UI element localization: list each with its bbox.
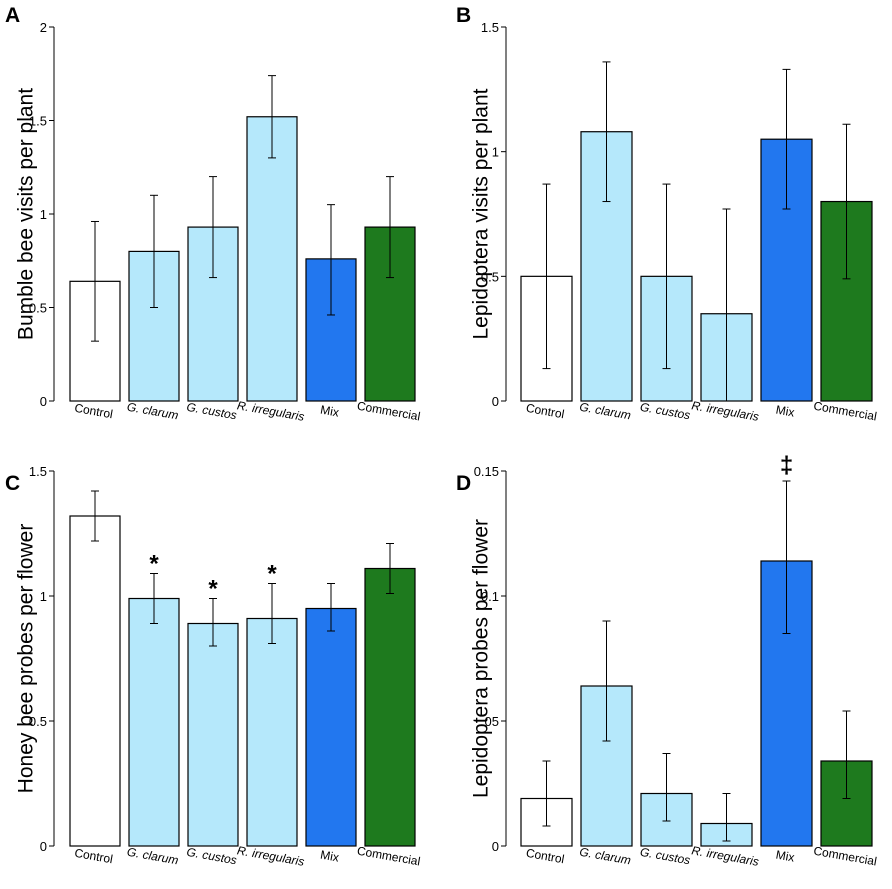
y-tick-label: 0	[40, 839, 47, 854]
significance-marker: *	[208, 576, 218, 603]
category-label: G. custos	[186, 845, 238, 868]
category-label: R. irregularis	[690, 843, 759, 869]
y-tick-label: 0	[40, 394, 47, 409]
bar	[128, 597, 180, 847]
panel-a: A Bumble bee visits per plant 0 0.5 1 1.5 2 Con…	[5, 4, 421, 424]
category-label: Control	[525, 401, 566, 422]
significance-marker: *	[267, 561, 277, 588]
category-label: Mix	[319, 403, 340, 420]
y-axis-label: Lepidoptera probes per flower	[470, 519, 493, 798]
y-tick-label: 0.5	[29, 301, 47, 316]
category-label: G. clarum	[578, 400, 632, 423]
panel-letter: C	[5, 472, 20, 495]
y-tick-label: 1	[492, 145, 499, 160]
category-label: Mix	[775, 848, 796, 865]
y-tick-label: 1	[40, 589, 47, 604]
category-label: Control	[73, 846, 114, 867]
category-label: R. irregularis	[236, 398, 305, 424]
bar	[305, 607, 357, 847]
category-label: Control	[525, 846, 566, 867]
y-axis-label: Bumble bee visits per plant	[15, 88, 38, 340]
category-label: Mix	[775, 403, 796, 420]
category-label: G. custos	[639, 400, 691, 423]
bar	[364, 567, 416, 847]
significance-marker: *	[149, 551, 159, 578]
panel-letter: B	[456, 4, 471, 27]
y-tick-label: 1	[40, 207, 47, 222]
category-label: R. irregularis	[690, 398, 759, 424]
y-tick-label: 1.5	[29, 464, 47, 479]
category-label: G. clarum	[578, 845, 632, 868]
category-label: Commercial	[356, 399, 421, 424]
category-label: Commercial	[356, 844, 421, 869]
bar	[187, 622, 239, 847]
significance-marker: ‡	[780, 452, 793, 479]
y-tick-label: 0	[492, 839, 499, 854]
y-tick-label: 0	[492, 394, 499, 409]
panel-d: D Lepidoptera probes per flower 0 .05 0.1 0.1…	[456, 452, 878, 869]
y-tick-label: 1.5	[481, 20, 499, 35]
category-label: Commercial	[812, 399, 877, 424]
y-tick-label: 2	[40, 20, 47, 35]
y-axis-label: Honey bee probes per flower	[15, 524, 38, 794]
category-label: Commercial	[812, 844, 877, 869]
y-tick-label: .05	[481, 714, 499, 729]
y-axis-label: Lepidoptera visits per plant	[470, 88, 493, 339]
category-label: Mix	[319, 848, 340, 865]
bar	[246, 617, 298, 847]
y-tick-label: 0.5	[481, 269, 499, 284]
y-tick-label: 1.5	[29, 114, 47, 129]
panel-c: C Honey bee probes per flower 0 0.5 1 1.5 Cont…	[5, 464, 421, 869]
category-label: G. custos	[186, 400, 238, 423]
category-label: R. irregularis	[236, 843, 305, 869]
y-tick-label: 0.15	[474, 464, 499, 479]
category-label: Control	[73, 401, 114, 422]
y-tick-label: 0.5	[29, 714, 47, 729]
panel-letter: D	[456, 472, 471, 495]
panel-letter: A	[5, 4, 20, 27]
bar	[246, 116, 298, 402]
category-label: G. clarum	[126, 845, 180, 868]
category-label: G. custos	[639, 845, 691, 868]
bar	[69, 515, 121, 847]
panel-b: B Lepidoptera visits per plant 0 0.5 1 1.5 Con…	[456, 4, 878, 424]
y-tick-label: 0.1	[481, 589, 499, 604]
category-label: G. clarum	[126, 400, 180, 423]
